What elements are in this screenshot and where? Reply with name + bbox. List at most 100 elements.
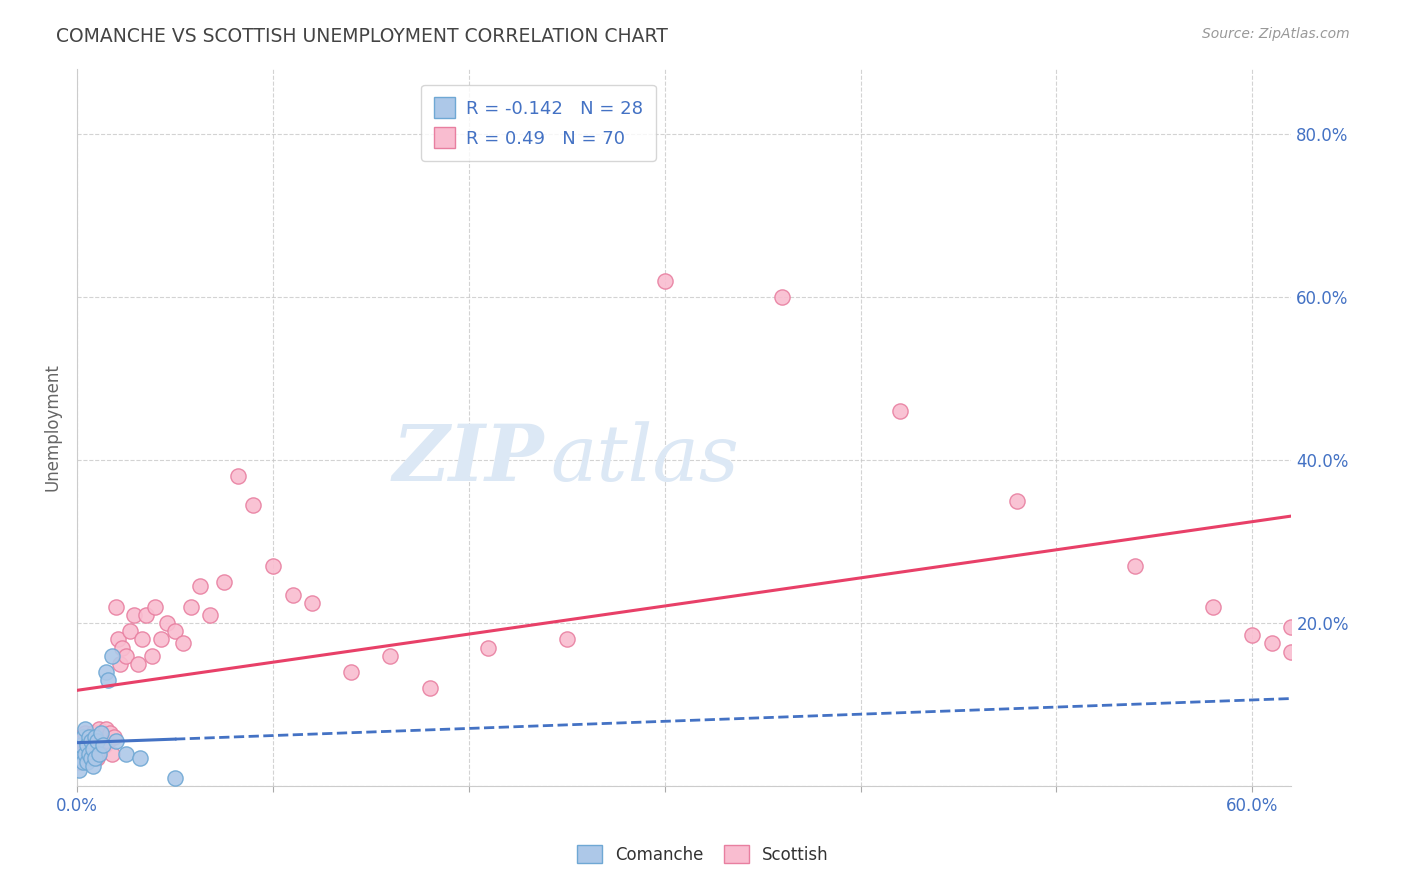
Y-axis label: Unemployment: Unemployment <box>44 363 60 491</box>
Point <box>77 730 100 744</box>
Point <box>105 599 128 614</box>
Point <box>90 726 112 740</box>
Point <box>226 469 249 483</box>
Point <box>108 657 131 671</box>
Point <box>118 624 141 639</box>
Point <box>91 730 114 744</box>
Point <box>101 648 124 663</box>
Point <box>111 640 134 655</box>
Point <box>654 274 676 288</box>
Point <box>477 640 499 655</box>
Point <box>281 587 304 601</box>
Point <box>115 648 138 663</box>
Point <box>141 648 163 663</box>
Point <box>91 739 114 753</box>
Point <box>82 742 104 756</box>
Point <box>76 739 98 753</box>
Point <box>82 758 104 772</box>
Point <box>1261 636 1284 650</box>
Point <box>107 632 129 647</box>
Point <box>93 739 115 753</box>
Point <box>76 755 98 769</box>
Point <box>73 726 96 740</box>
Point <box>100 726 122 740</box>
Legend: R = -0.142   N = 28, R = 0.49   N = 70: R = -0.142 N = 28, R = 0.49 N = 70 <box>422 85 657 161</box>
Point <box>83 730 105 744</box>
Point <box>72 730 94 744</box>
Point <box>96 665 118 679</box>
Point <box>380 648 402 663</box>
Point <box>1123 558 1146 573</box>
Point <box>72 734 94 748</box>
Point <box>128 750 150 764</box>
Point <box>73 747 96 761</box>
Point <box>180 599 202 614</box>
Text: atlas: atlas <box>551 421 740 498</box>
Point <box>200 607 222 622</box>
Point <box>87 747 110 761</box>
Point <box>122 607 145 622</box>
Point <box>80 750 103 764</box>
Point <box>97 734 120 748</box>
Point <box>80 730 103 744</box>
Point <box>83 734 105 748</box>
Point <box>72 750 94 764</box>
Point <box>77 747 100 761</box>
Point <box>172 636 194 650</box>
Point <box>76 750 98 764</box>
Point <box>87 739 110 753</box>
Text: Source: ZipAtlas.com: Source: ZipAtlas.com <box>1202 27 1350 41</box>
Point <box>96 722 118 736</box>
Point <box>83 747 105 761</box>
Point <box>131 632 153 647</box>
Point <box>262 558 284 573</box>
Point <box>86 734 108 748</box>
Text: COMANCHE VS SCOTTISH UNEMPLOYMENT CORRELATION CHART: COMANCHE VS SCOTTISH UNEMPLOYMENT CORREL… <box>56 27 668 45</box>
Point <box>301 596 323 610</box>
Point <box>70 750 93 764</box>
Point <box>67 755 90 769</box>
Point <box>72 755 94 769</box>
Point <box>1007 493 1029 508</box>
Point <box>80 734 103 748</box>
Point <box>76 739 98 753</box>
Point <box>212 575 235 590</box>
Point <box>82 726 104 740</box>
Point <box>770 290 793 304</box>
Point <box>150 632 173 647</box>
Point <box>77 747 100 761</box>
Point <box>1202 599 1225 614</box>
Point <box>156 615 179 630</box>
Point <box>555 632 578 647</box>
Point <box>105 734 128 748</box>
Point <box>87 722 110 736</box>
Point <box>82 742 104 756</box>
Point <box>242 498 264 512</box>
Text: ZIP: ZIP <box>394 421 544 498</box>
Point <box>70 747 93 761</box>
Point <box>80 750 103 764</box>
Point <box>70 730 93 744</box>
Point <box>1281 620 1303 634</box>
Point <box>135 607 157 622</box>
Point <box>163 771 186 785</box>
Point <box>86 750 108 764</box>
Point <box>67 739 90 753</box>
Point <box>1281 644 1303 658</box>
Point <box>127 657 149 671</box>
Point <box>77 734 100 748</box>
Point <box>86 726 108 740</box>
Point <box>90 742 112 756</box>
Point <box>340 665 363 679</box>
Point <box>103 730 125 744</box>
Point <box>67 763 90 777</box>
Point <box>73 722 96 736</box>
Point <box>97 673 120 687</box>
Point <box>83 750 105 764</box>
Point <box>145 599 167 614</box>
Point <box>190 579 212 593</box>
Point <box>889 404 911 418</box>
Point <box>101 747 124 761</box>
Point <box>70 739 93 753</box>
Point <box>419 681 441 696</box>
